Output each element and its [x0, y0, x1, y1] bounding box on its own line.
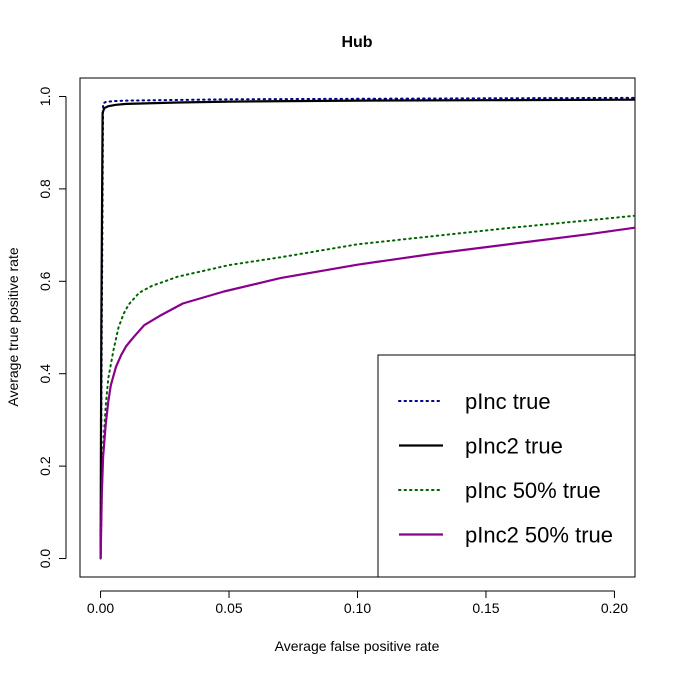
x-tick-label: 0.05	[215, 600, 242, 616]
y-tick-label: 0.6	[37, 271, 53, 291]
y-tick-label: 0.0	[37, 549, 53, 569]
x-tick-label: 0.15	[472, 600, 499, 616]
legend-label-1: pInc true	[465, 389, 551, 414]
x-tick-label: 0.00	[87, 600, 114, 616]
series-layer	[99, 96, 635, 560]
legend-label-4: pInc2 50% true	[465, 523, 613, 548]
legend-label-2: pInc2 true	[465, 434, 563, 459]
x-tick-label: 0.10	[344, 600, 371, 616]
x-tick-label: 0.20	[601, 600, 628, 616]
y-tick-label: 0.8	[37, 179, 53, 199]
y-axis-label: Average true positive rate	[5, 247, 21, 406]
x-axis-label: Average false positive rate	[275, 638, 440, 654]
y-axis: 0.0 0.2 0.4 0.6 0.8 1.0	[37, 87, 67, 569]
y-tick-label: 0.4	[37, 364, 53, 384]
plot-frame	[79, 77, 636, 578]
legend-label-3: pInc 50% true	[465, 478, 601, 503]
legend: pInc true pInc2 true pInc 50% true pInc2 50…	[377, 354, 636, 578]
series-line-2	[99, 98, 635, 559]
series-line-4	[99, 226, 635, 559]
chart-title: Hub	[341, 34, 372, 51]
x-axis: 0.00 0.05 0.10 0.15 0.20	[87, 590, 628, 616]
y-tick-label: 1.0	[37, 87, 53, 107]
y-tick-label: 0.2	[37, 456, 53, 476]
legend-box	[377, 354, 636, 578]
